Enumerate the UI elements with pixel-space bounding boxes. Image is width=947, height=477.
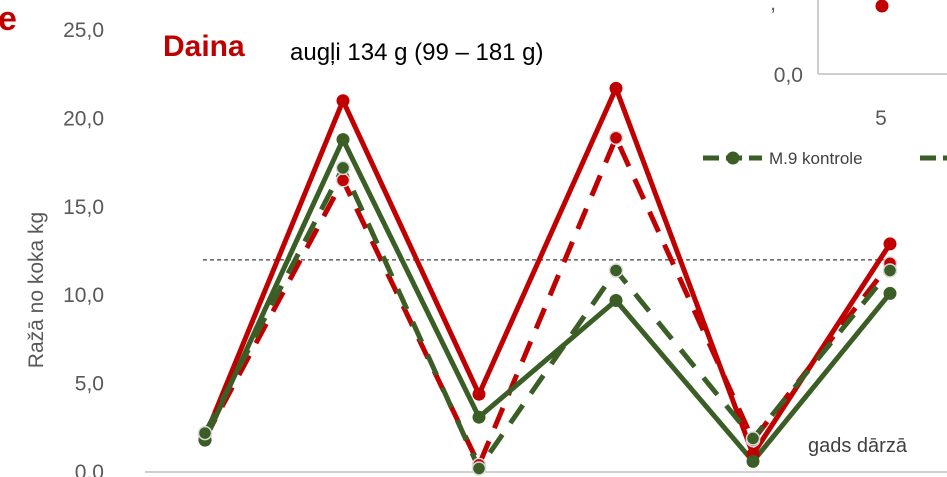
data-point xyxy=(336,133,350,147)
data-point xyxy=(745,431,761,446)
data-point xyxy=(883,286,897,300)
panel-letter: e xyxy=(0,0,17,38)
y-tick-label: 25,0 xyxy=(63,19,104,42)
legend-marker xyxy=(726,151,740,165)
axes: 0,0 5,0 10,0 15,0 20,0 25,0 xyxy=(63,19,947,477)
inset-data-point xyxy=(875,0,889,13)
chart-subtitle: augļi 134 g (99 – 181 g) xyxy=(290,39,544,66)
series-line-1 xyxy=(202,81,893,460)
data-point xyxy=(609,294,623,308)
series-line-3 xyxy=(202,133,892,466)
data-point xyxy=(471,461,487,476)
data-point xyxy=(197,425,213,441)
inset-background xyxy=(700,0,947,118)
y-tick-label: 20,0 xyxy=(63,107,104,130)
data-point xyxy=(336,94,350,108)
data-point xyxy=(608,130,624,146)
y-tick-label: 10,0 xyxy=(63,284,104,307)
data-point xyxy=(335,173,351,188)
data-point xyxy=(472,387,486,401)
chart-title: Daina xyxy=(163,30,245,63)
inset-y-tick-label: 0,0 xyxy=(774,64,803,87)
y-axis-label: Ražā no koka kg xyxy=(25,212,48,368)
data-point xyxy=(472,410,486,424)
data-point xyxy=(335,160,351,176)
inset-y-tick-label-partial: , xyxy=(770,0,776,15)
data-point xyxy=(883,237,897,251)
series-line-4 xyxy=(202,162,892,474)
data-point xyxy=(608,263,624,278)
inset-x-tick-label: 5 xyxy=(875,107,887,130)
y-tick-label: 15,0 xyxy=(63,196,104,219)
data-point xyxy=(882,263,898,278)
legend-label: M.9 kontrole xyxy=(769,149,863,168)
data-point xyxy=(609,81,623,95)
data-point xyxy=(746,454,760,468)
series-group xyxy=(197,81,898,476)
inset-chart: 0,0, 5 xyxy=(700,0,947,130)
y-tick-label: 0,0 xyxy=(75,461,104,477)
legend: M.9 kontrole xyxy=(703,149,947,168)
x-axis-label: gads dārzā xyxy=(808,435,908,457)
y-tick-label: 5,0 xyxy=(75,373,104,396)
